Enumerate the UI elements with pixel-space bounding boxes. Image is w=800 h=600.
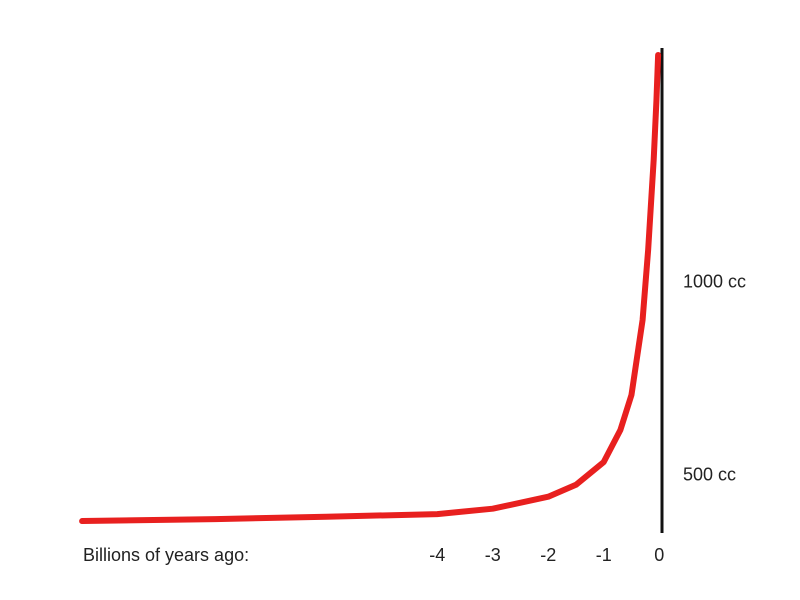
x-axis-label: Billions of years ago: bbox=[83, 545, 249, 565]
x-tick-label: 0 bbox=[654, 545, 664, 565]
x-tick-label: -1 bbox=[596, 545, 612, 565]
y-tick-label: 1000 cc bbox=[683, 272, 746, 292]
x-tick-label: -4 bbox=[429, 545, 445, 565]
x-tick-label: -2 bbox=[540, 545, 556, 565]
y-tick-label: 500 cc bbox=[683, 465, 736, 485]
x-tick-label: -3 bbox=[485, 545, 501, 565]
line bbox=[79, 51, 662, 525]
